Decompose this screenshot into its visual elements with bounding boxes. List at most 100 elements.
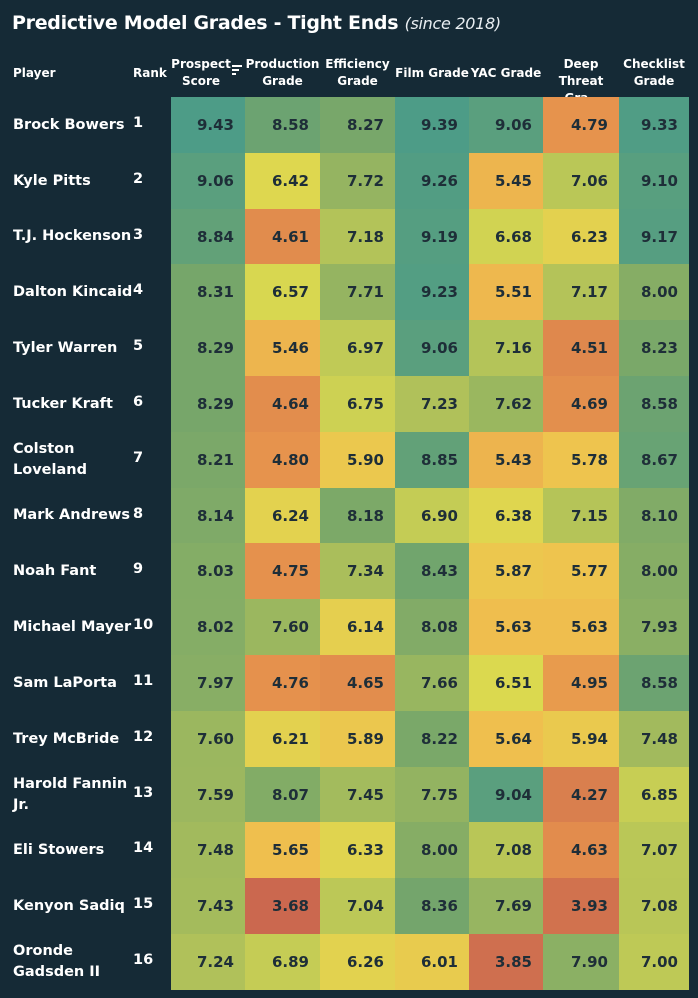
grade-cell[interactable]: 7.34 — [320, 543, 395, 599]
grade-cell[interactable]: 9.43 — [171, 97, 245, 153]
grade-cell[interactable]: 8.29 — [171, 376, 245, 432]
grade-cell[interactable]: 7.24 — [171, 934, 245, 990]
grade-cell[interactable]: 5.94 — [543, 711, 619, 767]
grade-cell[interactable]: 9.23 — [395, 264, 469, 320]
grade-cell[interactable]: 5.89 — [320, 711, 395, 767]
grade-cell[interactable]: 7.18 — [320, 209, 395, 264]
grade-cell[interactable]: 8.43 — [395, 543, 469, 599]
grade-cell[interactable]: 5.43 — [469, 432, 543, 488]
grade-cell[interactable]: 8.27 — [320, 97, 395, 153]
grade-cell[interactable]: 5.63 — [469, 599, 543, 655]
grade-cell[interactable]: 8.58 — [619, 376, 689, 432]
grade-cell[interactable]: 6.14 — [320, 599, 395, 655]
grade-cell[interactable]: 7.90 — [543, 934, 619, 990]
grade-cell[interactable]: 5.65 — [245, 822, 320, 878]
grade-cell[interactable]: 5.87 — [469, 543, 543, 599]
grade-cell[interactable]: 6.42 — [245, 153, 320, 209]
grade-cell[interactable]: 8.36 — [395, 878, 469, 934]
grade-cell[interactable]: 6.85 — [619, 767, 689, 822]
grade-cell[interactable]: 3.85 — [469, 934, 543, 990]
grade-cell[interactable]: 5.78 — [543, 432, 619, 488]
grade-cell[interactable]: 7.60 — [171, 711, 245, 767]
grade-cell[interactable]: 4.80 — [245, 432, 320, 488]
grade-cell[interactable]: 6.68 — [469, 209, 543, 264]
grade-cell[interactable]: 6.33 — [320, 822, 395, 878]
grade-cell[interactable]: 8.00 — [619, 543, 689, 599]
grade-cell[interactable]: 4.64 — [245, 376, 320, 432]
grade-cell[interactable]: 8.08 — [395, 599, 469, 655]
grade-cell[interactable]: 8.07 — [245, 767, 320, 822]
grade-cell[interactable]: 7.71 — [320, 264, 395, 320]
grade-cell[interactable]: 7.69 — [469, 878, 543, 934]
grade-cell[interactable]: 7.08 — [619, 878, 689, 934]
grade-cell[interactable]: 7.07 — [619, 822, 689, 878]
grade-cell[interactable]: 7.04 — [320, 878, 395, 934]
grade-cell[interactable]: 6.26 — [320, 934, 395, 990]
header-production-grade[interactable]: Production Grade — [245, 56, 320, 90]
grade-cell[interactable]: 9.33 — [619, 97, 689, 153]
grade-cell[interactable]: 7.17 — [543, 264, 619, 320]
grade-cell[interactable]: 9.06 — [469, 97, 543, 153]
grade-cell[interactable]: 9.10 — [619, 153, 689, 209]
grade-cell[interactable]: 8.10 — [619, 488, 689, 543]
grade-cell[interactable]: 5.64 — [469, 711, 543, 767]
grade-cell[interactable]: 7.48 — [619, 711, 689, 767]
grade-cell[interactable]: 4.27 — [543, 767, 619, 822]
header-player[interactable]: Player — [13, 66, 56, 80]
grade-cell[interactable]: 4.79 — [543, 97, 619, 153]
grade-cell[interactable]: 8.22 — [395, 711, 469, 767]
grade-cell[interactable]: 3.93 — [543, 878, 619, 934]
grade-cell[interactable]: 8.29 — [171, 320, 245, 376]
grade-cell[interactable]: 8.31 — [171, 264, 245, 320]
grade-cell[interactable]: 8.14 — [171, 488, 245, 543]
grade-cell[interactable]: 4.75 — [245, 543, 320, 599]
grade-cell[interactable]: 8.67 — [619, 432, 689, 488]
grade-cell[interactable]: 9.19 — [395, 209, 469, 264]
grade-cell[interactable]: 4.65 — [320, 655, 395, 711]
grade-cell[interactable]: 7.97 — [171, 655, 245, 711]
grade-cell[interactable]: 9.04 — [469, 767, 543, 822]
grade-cell[interactable]: 6.89 — [245, 934, 320, 990]
grade-cell[interactable]: 7.16 — [469, 320, 543, 376]
grade-cell[interactable]: 6.01 — [395, 934, 469, 990]
grade-cell[interactable]: 7.72 — [320, 153, 395, 209]
grade-cell[interactable]: 6.24 — [245, 488, 320, 543]
grade-cell[interactable]: 7.93 — [619, 599, 689, 655]
header-film-grade[interactable]: Film Grade — [395, 66, 469, 80]
grade-cell[interactable]: 9.06 — [171, 153, 245, 209]
header-prospect-score[interactable]: Prospect Score — [171, 56, 231, 90]
grade-cell[interactable]: 7.66 — [395, 655, 469, 711]
grade-cell[interactable]: 6.51 — [469, 655, 543, 711]
grade-cell[interactable]: 7.43 — [171, 878, 245, 934]
grade-cell[interactable]: 8.84 — [171, 209, 245, 264]
grade-cell[interactable]: 8.00 — [395, 822, 469, 878]
header-rank[interactable]: Rank — [133, 66, 167, 80]
grade-cell[interactable]: 4.63 — [543, 822, 619, 878]
grade-cell[interactable]: 9.39 — [395, 97, 469, 153]
header-checklist-grade[interactable]: Checklist Grade — [619, 56, 689, 90]
sort-descending-icon[interactable] — [231, 64, 243, 76]
grade-cell[interactable]: 4.69 — [543, 376, 619, 432]
grade-cell[interactable]: 9.17 — [619, 209, 689, 264]
grade-cell[interactable]: 7.48 — [171, 822, 245, 878]
grade-cell[interactable]: 7.75 — [395, 767, 469, 822]
grade-cell[interactable]: 7.60 — [245, 599, 320, 655]
grade-cell[interactable]: 8.02 — [171, 599, 245, 655]
grade-cell[interactable]: 8.03 — [171, 543, 245, 599]
grade-cell[interactable]: 8.58 — [619, 655, 689, 711]
grade-cell[interactable]: 7.23 — [395, 376, 469, 432]
grade-cell[interactable]: 4.61 — [245, 209, 320, 264]
grade-cell[interactable]: 8.18 — [320, 488, 395, 543]
grade-cell[interactable]: 8.21 — [171, 432, 245, 488]
grade-cell[interactable]: 7.00 — [619, 934, 689, 990]
grade-cell[interactable]: 6.38 — [469, 488, 543, 543]
grade-cell[interactable]: 8.23 — [619, 320, 689, 376]
grade-cell[interactable]: 8.00 — [619, 264, 689, 320]
grade-cell[interactable]: 5.77 — [543, 543, 619, 599]
grade-cell[interactable]: 5.46 — [245, 320, 320, 376]
grade-cell[interactable]: 6.57 — [245, 264, 320, 320]
grade-cell[interactable]: 3.68 — [245, 878, 320, 934]
header-yac-grade[interactable]: YAC Grade — [470, 66, 542, 80]
grade-cell[interactable]: 5.45 — [469, 153, 543, 209]
grade-cell[interactable]: 7.45 — [320, 767, 395, 822]
